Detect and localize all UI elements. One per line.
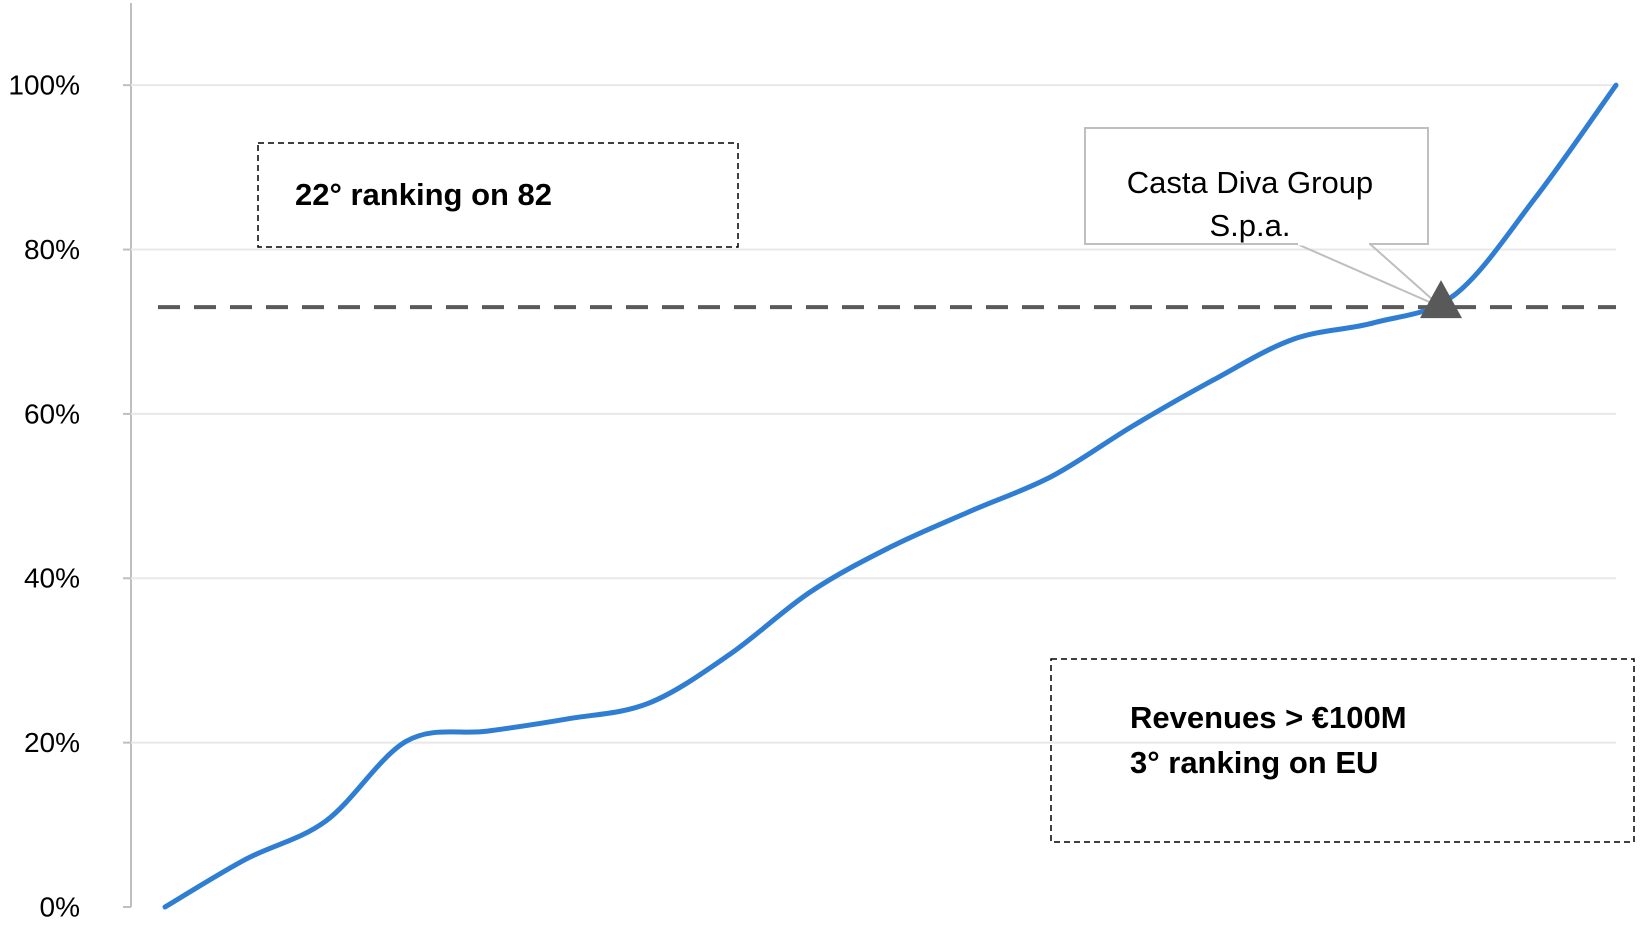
y-tick-label: 100%: [8, 70, 80, 101]
line-series: [162, 82, 1619, 910]
callout-box: [1084, 127, 1429, 245]
callout-text: S.p.a.: [1210, 208, 1291, 243]
y-tick-label: 40%: [24, 563, 80, 594]
annotation-text: 3° ranking on EU: [1130, 745, 1378, 780]
annotation-text: Revenues > €100M: [1130, 700, 1407, 735]
y-tick-label: 20%: [24, 727, 80, 758]
callout-pointer: [1296, 243, 1442, 308]
callout-text: Casta Diva Group: [1127, 165, 1373, 200]
annotation-text: 22° ranking on 82: [295, 177, 552, 212]
annotation-box: [1050, 658, 1635, 843]
y-tick-label: 60%: [24, 398, 80, 429]
callout-pointer: [1369, 243, 1442, 308]
annotation-box: [257, 142, 739, 248]
marker: [1420, 280, 1462, 319]
y-tick-label: 0%: [40, 891, 80, 922]
y-tick-label: 80%: [24, 234, 80, 265]
